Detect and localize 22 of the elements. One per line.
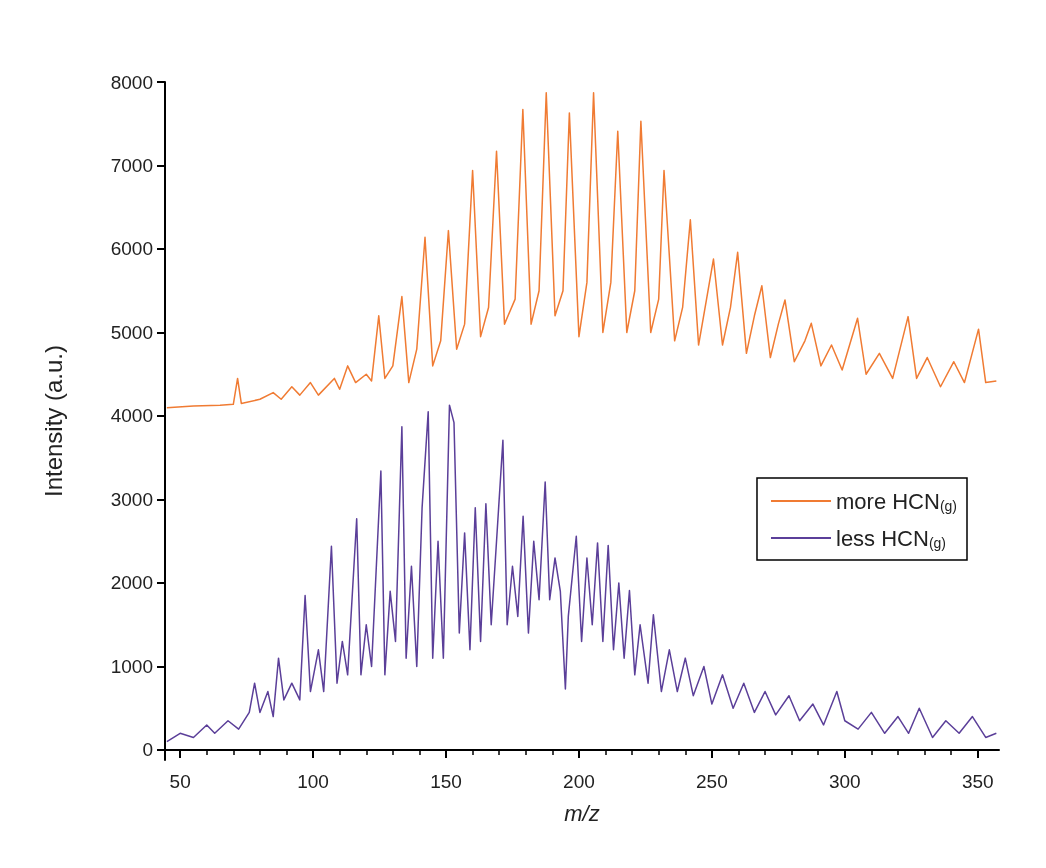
y-tick-label: 0 xyxy=(142,739,153,761)
y-tick-label: 5000 xyxy=(110,321,153,343)
legend-label: more HCN(g) xyxy=(835,488,958,514)
x-tick-label: 300 xyxy=(828,771,861,792)
x-tick-label: 150 xyxy=(430,771,462,792)
y-tick-label: 4000 xyxy=(110,405,153,427)
y-tick-label: 7000 xyxy=(110,155,153,176)
y-tick-label: 6000 xyxy=(110,238,153,260)
line-series xyxy=(166,92,998,409)
x-tick-label: 100 xyxy=(297,771,329,792)
y-tick-label: 8000 xyxy=(110,71,153,93)
legend-label: less HCN(g) xyxy=(835,525,947,551)
y-tick-label: 2000 xyxy=(110,572,153,594)
y-tick-label: 3000 xyxy=(110,488,153,510)
x-axis-title: m/z xyxy=(564,800,600,826)
x-tick-label: 200 xyxy=(563,771,595,792)
x-tick-label: 350 xyxy=(961,771,994,792)
x-tick-label: 50 xyxy=(169,771,191,792)
x-tick-label: 250 xyxy=(696,771,728,792)
y-tick-label: 1000 xyxy=(110,655,153,677)
y-axis-title: Intensity (a.u.) xyxy=(39,344,67,498)
line-series xyxy=(166,404,998,743)
